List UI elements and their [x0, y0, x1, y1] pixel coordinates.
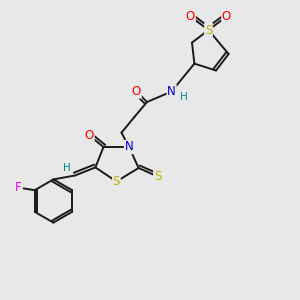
- Text: H: H: [63, 163, 70, 173]
- Text: O: O: [85, 129, 94, 142]
- Text: O: O: [222, 10, 231, 23]
- Text: H: H: [180, 92, 188, 102]
- Text: F: F: [15, 181, 22, 194]
- Text: S: S: [154, 170, 161, 183]
- Text: N: N: [167, 85, 176, 98]
- Text: N: N: [124, 140, 134, 154]
- Text: S: S: [205, 23, 212, 37]
- Text: O: O: [132, 85, 141, 98]
- Text: S: S: [113, 175, 120, 188]
- Text: O: O: [186, 10, 195, 23]
